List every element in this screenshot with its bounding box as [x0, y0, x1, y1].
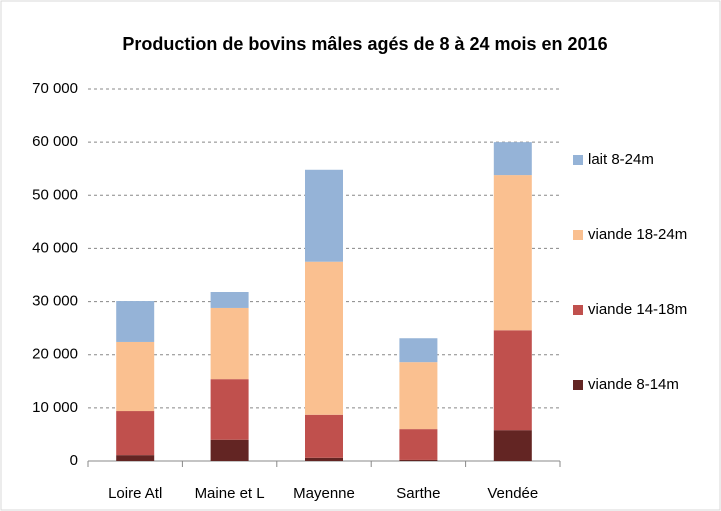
- bar-segment: [116, 301, 155, 342]
- bar-segment: [210, 307, 249, 380]
- bar-segment: [399, 362, 438, 430]
- bar-segment: [399, 338, 438, 363]
- bar-segment: [399, 429, 438, 460]
- legend-swatch: [573, 155, 583, 165]
- y-tick-label: 0: [70, 452, 78, 469]
- bar-segment: [399, 459, 438, 461]
- bar-segment: [210, 439, 249, 461]
- bar-segment: [116, 411, 155, 456]
- bar-segment: [493, 142, 532, 176]
- y-tick-label: 30 000: [32, 293, 78, 310]
- bar-segment: [493, 175, 532, 331]
- legend-label: lait 8-24m: [588, 151, 654, 168]
- bar-segment: [116, 455, 155, 461]
- legend-label: viande 8-14m: [588, 376, 679, 393]
- legend-swatch: [573, 380, 583, 390]
- y-tick-label: 50 000: [32, 186, 78, 203]
- bar-segment: [116, 341, 155, 412]
- bar-segment: [305, 261, 343, 415]
- y-tick-label: 60 000: [32, 133, 78, 150]
- bar-segment: [493, 430, 532, 461]
- bar-segment: [305, 457, 343, 461]
- y-tick-label: 10 000: [32, 399, 78, 416]
- y-tick-label: 20 000: [32, 346, 78, 363]
- x-tick-label: Sarthe: [396, 485, 440, 502]
- y-tick-label: 70 000: [32, 80, 78, 97]
- legend-label: viande 18-24m: [588, 226, 687, 243]
- bar-segment: [305, 414, 343, 458]
- x-tick-label: Mayenne: [293, 485, 355, 502]
- x-tick-label: Maine et L: [195, 485, 265, 502]
- legend-swatch: [573, 305, 583, 315]
- chart-title: Production de bovins mâles agés de 8 à 2…: [122, 34, 607, 54]
- bar-segment: [210, 292, 249, 308]
- x-tick-label: Loire Atl: [108, 485, 162, 502]
- bar-segment: [305, 169, 343, 262]
- legend-label: viande 14-18m: [588, 301, 687, 318]
- x-tick-label: Vendée: [487, 485, 538, 502]
- bar-segment: [493, 330, 532, 431]
- bar-segment: [210, 379, 249, 440]
- y-tick-label: 40 000: [32, 239, 78, 256]
- legend-swatch: [573, 230, 583, 240]
